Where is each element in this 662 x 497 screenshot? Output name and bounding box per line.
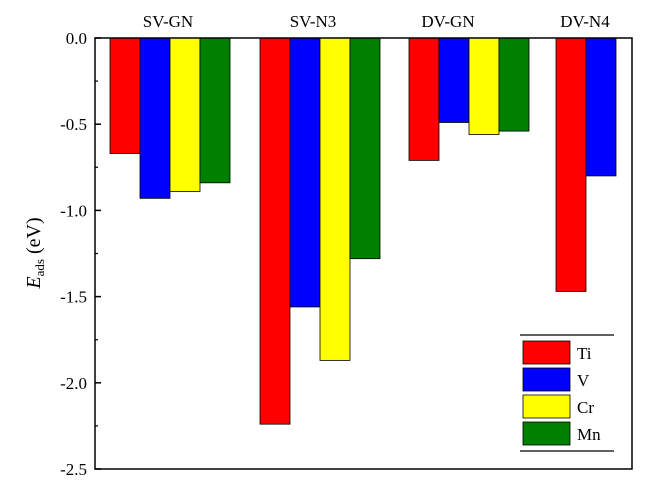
- bars-layer: [109, 37, 617, 425]
- bar-dv-gn-ti: [408, 37, 440, 161]
- legend: Ti V Cr Mn: [520, 334, 614, 452]
- bar-dv-gn-mn: [498, 37, 530, 132]
- y-axis-title-main: E: [23, 276, 45, 289]
- legend-label-cr: Cr: [577, 398, 594, 417]
- y-axis-title: Eads (eV): [23, 217, 47, 289]
- bar-dv-n4-v: [585, 37, 617, 177]
- y-tick-label: -2.5: [60, 460, 87, 479]
- y-tick-label: -1.5: [60, 288, 87, 307]
- y-axis-title-unit: (eV): [23, 217, 45, 259]
- bar-dv-gn-v: [438, 37, 470, 123]
- bar-sv-gn-cr: [169, 37, 201, 192]
- legend-label-ti: Ti: [577, 344, 592, 363]
- legend-label-v: V: [577, 371, 590, 390]
- group-label-sv-gn: SV-GN: [143, 12, 193, 31]
- group-label-sv-n3: SV-N3: [290, 12, 337, 31]
- group-labels: SV-GN SV-N3 DV-GN DV-N4: [143, 12, 610, 31]
- legend-swatch-mn: [522, 421, 571, 446]
- y-tick-label: -2.0: [60, 374, 87, 393]
- bar-dv-gn-cr: [468, 37, 500, 135]
- bar-dv-n4-ti: [555, 37, 587, 292]
- y-tick-label: -0.5: [60, 115, 87, 134]
- y-axis-title-subscript: ads: [32, 259, 47, 276]
- group-label-dv-gn: DV-GN: [421, 12, 474, 31]
- legend-swatch-ti: [522, 340, 571, 365]
- bar-sv-n3-cr: [319, 37, 351, 361]
- legend-swatch-v: [522, 367, 571, 392]
- bar-sv-gn-v: [139, 37, 171, 199]
- bar-sv-n3-ti: [259, 37, 291, 425]
- y-axis-ticks: 0.0 -0.5 -1.0 -1.5 -2.0 -2.5: [60, 29, 101, 479]
- legend-swatch-cr: [522, 394, 571, 419]
- y-tick-label: 0.0: [66, 29, 87, 48]
- bar-sv-n3-v: [289, 37, 321, 308]
- bar-sv-gn-mn: [199, 37, 231, 184]
- legend-label-mn: Mn: [577, 425, 601, 444]
- bar-sv-gn-ti: [109, 37, 141, 154]
- group-label-dv-n4: DV-N4: [560, 12, 610, 31]
- y-tick-label: -1.0: [60, 201, 87, 220]
- bar-sv-n3-mn: [349, 37, 381, 260]
